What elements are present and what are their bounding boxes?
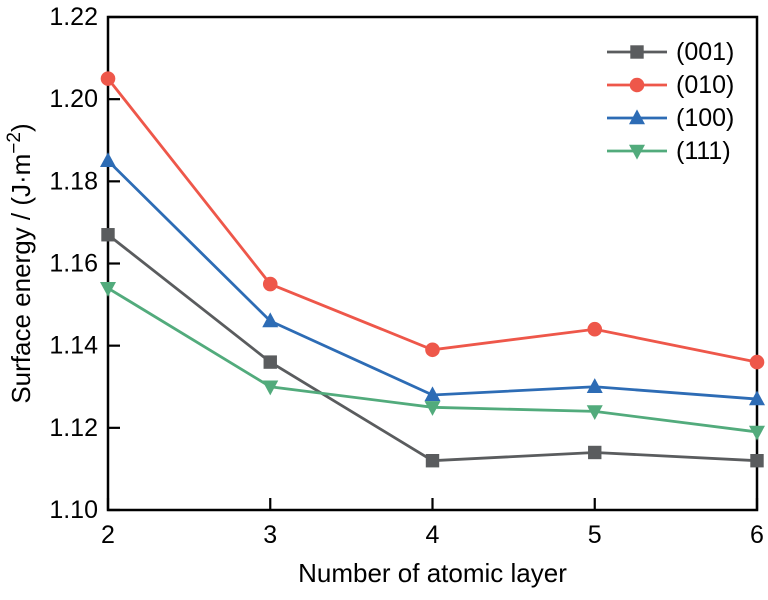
series-marker-010 [587, 321, 603, 337]
series-111 [100, 281, 765, 441]
y-tick-label: 1.14 [49, 332, 98, 360]
y-tick-label: 1.16 [49, 250, 98, 278]
legend-triangle-down-icon [629, 144, 645, 160]
legend-item-010: (010) [607, 71, 734, 99]
x-tick-label: 6 [750, 521, 764, 549]
y-tick-label: 1.12 [49, 414, 98, 442]
series-marker-100 [100, 152, 116, 167]
legend-label-010: (010) [676, 71, 734, 99]
series-100 [100, 152, 765, 406]
series-marker-001 [750, 454, 764, 468]
legend-item-001: (001) [607, 38, 734, 66]
series-marker-001 [425, 454, 440, 468]
series-marker-100 [749, 390, 765, 406]
series-marker-001 [263, 355, 277, 369]
legend: (001) (010) (100) (111) [607, 38, 734, 165]
series-line-010 [106, 77, 758, 364]
series-marker-100 [262, 312, 279, 328]
series-marker-010 [100, 71, 116, 86]
y-tick-label: 1.20 [49, 85, 98, 113]
series-marker-111 [749, 425, 765, 441]
series-marker-010 [425, 342, 440, 358]
plot-frame [106, 15, 759, 512]
legend-label-100: (100) [676, 104, 734, 132]
x-tick-label: 5 [588, 521, 602, 549]
y-tick-label: 1.22 [49, 3, 98, 31]
y-axis-title: Surface energy / (J·m−2) [4, 123, 36, 403]
series-marker-001 [588, 445, 602, 460]
legend-square-icon [630, 45, 644, 59]
legend-label-001: (001) [676, 38, 734, 66]
series-marker-001 [101, 228, 115, 242]
x-axis-title: Number of atomic layer [298, 558, 567, 588]
legend-item-111: (111) [607, 137, 731, 165]
series-marker-111 [586, 405, 603, 420]
series-010 [100, 71, 765, 370]
legend-label-111: (111) [676, 137, 731, 165]
series-marker-010 [262, 276, 278, 292]
legend-circle-icon [629, 77, 645, 93]
series-marker-111 [100, 281, 116, 297]
series-marker-100 [586, 378, 603, 393]
series-marker-111 [262, 380, 279, 396]
x-tick-label: 4 [426, 521, 440, 549]
series-marker-111 [424, 401, 441, 416]
x-tick-label: 2 [101, 521, 115, 549]
series-marker-100 [424, 386, 441, 402]
series-line-100 [107, 159, 758, 401]
x-tick-label: 3 [263, 521, 277, 549]
legend-triangle-up-icon [629, 109, 645, 125]
y-tick-label: 1.10 [49, 496, 98, 524]
y-tick-label: 1.18 [49, 167, 98, 195]
legend-item-100: (100) [607, 104, 734, 132]
series-marker-010 [749, 354, 765, 370]
series-001 [101, 228, 764, 468]
